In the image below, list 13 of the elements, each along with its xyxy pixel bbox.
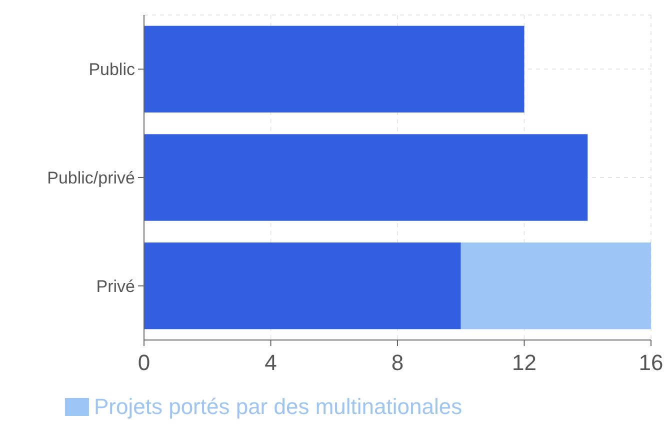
bar [144,242,461,330]
y-tick-label: Public [88,60,136,80]
legend-label: Projets portés par des multinationales [94,394,462,419]
y-tick-label: Privé [96,276,135,296]
y-tick-label: Public/privé [47,168,135,188]
bar [144,134,588,221]
x-tick-label: 16 [638,350,664,375]
x-tick-label: 8 [391,350,404,375]
x-tick-label: 12 [512,350,536,375]
bar [144,26,524,112]
x-tick-label: 0 [138,350,150,375]
bar [460,242,651,330]
x-tick-label: 4 [264,350,277,375]
